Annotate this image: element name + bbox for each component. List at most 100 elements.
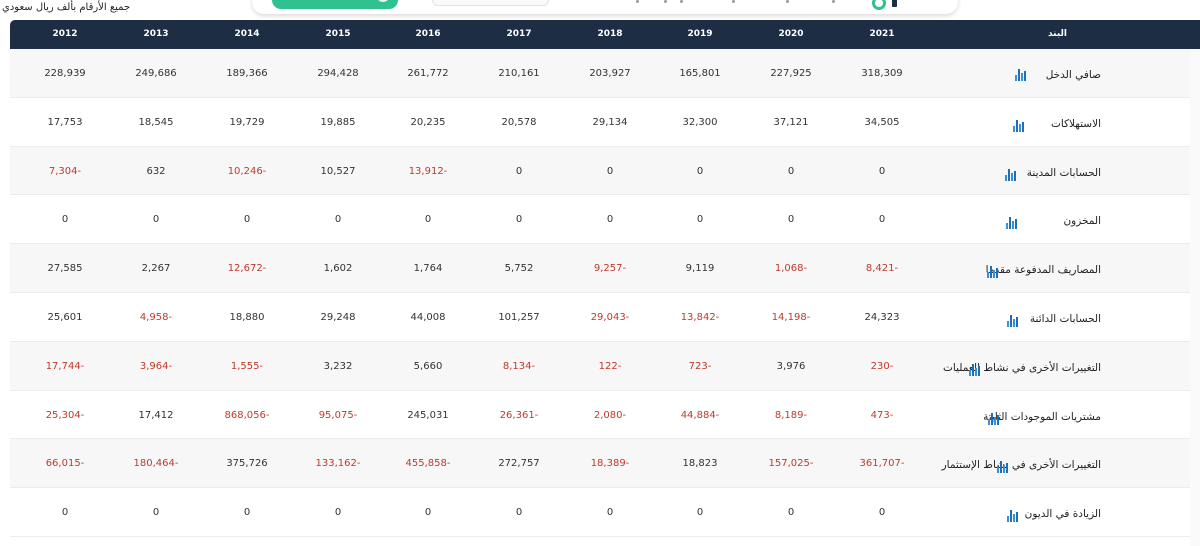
value-cell: 18,545: [138, 116, 174, 128]
value-cell: 210,161: [498, 68, 540, 79]
year-header-5: 2016: [415, 29, 441, 39]
bar-chart-icon[interactable]: [1007, 314, 1019, 327]
value-cell: 165,801: [679, 68, 721, 79]
year-header-1: 2020: [778, 29, 804, 39]
value-cell: 27,585: [47, 263, 83, 275]
value-cell: 8,134-: [502, 360, 536, 372]
value-cell: 0: [152, 214, 160, 226]
value-cell: 227,925: [770, 68, 812, 79]
bar-chart-icon[interactable]: [1007, 510, 1019, 523]
bar-chart-icon[interactable]: [1013, 119, 1025, 132]
bar-chart-icon[interactable]: [988, 412, 1000, 425]
year-header-7: 2014: [234, 29, 260, 39]
year-header-2: 2019: [687, 29, 713, 39]
row-label: المصاريف المدفوعة مقدما: [985, 264, 1101, 277]
value-cell: 0: [243, 214, 251, 226]
value-cell: 20,578: [501, 116, 537, 128]
value-cell: 24,323: [864, 311, 900, 323]
value-cell: 44,884-: [680, 409, 720, 421]
value-cell: 0: [61, 507, 69, 519]
top-navigation: [0, 0, 1200, 18]
value-cell: 29,134: [592, 116, 628, 128]
value-cell: 19,885: [320, 116, 356, 128]
bar-chart-icon[interactable]: [969, 363, 981, 376]
value-cell: 25,304-: [45, 409, 85, 421]
value-cell: 0: [878, 214, 886, 226]
value-cell: 18,823: [682, 458, 718, 470]
value-cell: 1,602: [323, 263, 353, 275]
value-cell: 44,008: [410, 311, 446, 323]
value-cell: 14,198-: [771, 311, 811, 323]
value-cell: 180,464-: [133, 458, 179, 470]
site-logo[interactable]: [872, 0, 912, 10]
value-cell: 0: [696, 165, 704, 177]
value-cell: 318,309: [861, 68, 903, 79]
table-row: التغييرات الأخرى في نشاط الإستثمار 361,70…: [10, 439, 1200, 489]
value-cell: 1,764: [413, 263, 443, 275]
bar-chart-icon[interactable]: [987, 266, 999, 279]
value-cell: 25,601: [47, 311, 83, 323]
value-cell: 0: [424, 507, 432, 519]
value-cell: 0: [334, 507, 342, 519]
value-cell: 17,744-: [45, 360, 85, 372]
table-row: الحسابات المدينة 0 0 0 0 0 13,912- 10,527 10,246…: [10, 146, 1200, 196]
value-cell: 0: [515, 214, 523, 226]
table-row: الحسابات الدائنة 24,323 14,198- 13,842- 29,0…: [10, 292, 1200, 342]
value-cell: 230-: [870, 360, 894, 372]
row-label: الاستهلاكات: [1050, 117, 1101, 130]
row-label: الحسابات الدائنة: [1029, 312, 1101, 325]
value-cell: 249,686: [135, 68, 177, 79]
subscribe-button[interactable]: [272, 0, 398, 9]
year-header-3: 2018: [597, 29, 623, 39]
value-cell: 203,927: [589, 68, 631, 79]
value-cell: 1,068-: [774, 263, 808, 275]
value-cell: 18,880: [229, 311, 265, 323]
row-label: المخزون: [1063, 215, 1101, 228]
value-cell: 272,757: [498, 458, 540, 470]
value-cell: 0: [515, 165, 523, 177]
year-header-4: 2017: [506, 29, 532, 39]
value-cell: 0: [606, 507, 614, 519]
value-cell: 228,939: [44, 68, 86, 79]
cash-flow-table: البند 2021 2020 2019 2018 2017 2016 2015 2014 20…: [10, 20, 1200, 537]
year-header-9: 2012: [52, 29, 78, 39]
value-cell: 245,031: [407, 409, 449, 421]
value-cell: 32,300: [682, 116, 718, 128]
value-cell: 0: [152, 507, 160, 519]
table-row: التغييرات الأخرى في نشاط العمليات 230- 3,9…: [10, 341, 1200, 391]
search-input[interactable]: [432, 0, 549, 6]
value-cell: 13,912-: [408, 165, 448, 177]
value-cell: 2,080-: [593, 409, 627, 421]
table-row: الاستهلاكات 34,505 37,121 32,300 29,134 20,57…: [10, 97, 1200, 147]
bar-chart-icon[interactable]: [1006, 217, 1018, 230]
value-cell: 29,248: [320, 311, 356, 323]
bar-chart-icon[interactable]: [997, 461, 1009, 474]
value-cell: 0: [787, 214, 795, 226]
bar-chart-icon[interactable]: [1005, 168, 1017, 181]
value-cell: 0: [61, 214, 69, 226]
logo-ring-icon: [872, 0, 886, 10]
value-cell: 3,964-: [139, 360, 173, 372]
value-cell: 29,043-: [590, 311, 630, 323]
value-cell: 8,421-: [865, 263, 899, 275]
value-cell: 101,257: [498, 311, 540, 323]
value-cell: 5,660: [413, 360, 443, 372]
value-cell: 0: [878, 507, 886, 519]
bar-chart-icon[interactable]: [1015, 69, 1027, 81]
table-row: المخزون 0 0 0 0 0 0 0 0 0 0: [10, 195, 1200, 245]
table-row: مشتريات الموجودات الثابتة 473- 8,189- 44,88…: [10, 390, 1200, 440]
year-header-6: 2015: [325, 29, 351, 39]
logo-bar-icon: [892, 0, 897, 7]
table-row: صافي الدخل 318,309 227,925 165,801 203,927 21…: [10, 49, 1200, 98]
value-cell: 0: [515, 507, 523, 519]
units-note: جميع الأرقام بألف ريال سعودي: [2, 2, 131, 13]
value-cell: 189,366: [226, 68, 268, 79]
value-cell: 3,976: [776, 360, 806, 372]
nav-links[interactable]: [636, 0, 836, 6]
value-cell: 455,858-: [405, 458, 451, 470]
value-cell: 0: [606, 165, 614, 177]
table-header: البند 2021 2020 2019 2018 2017 2016 2015 2014 20…: [10, 20, 1200, 49]
value-cell: 0: [243, 507, 251, 519]
value-cell: 2,267: [141, 263, 171, 275]
value-cell: 157,025-: [768, 458, 814, 470]
